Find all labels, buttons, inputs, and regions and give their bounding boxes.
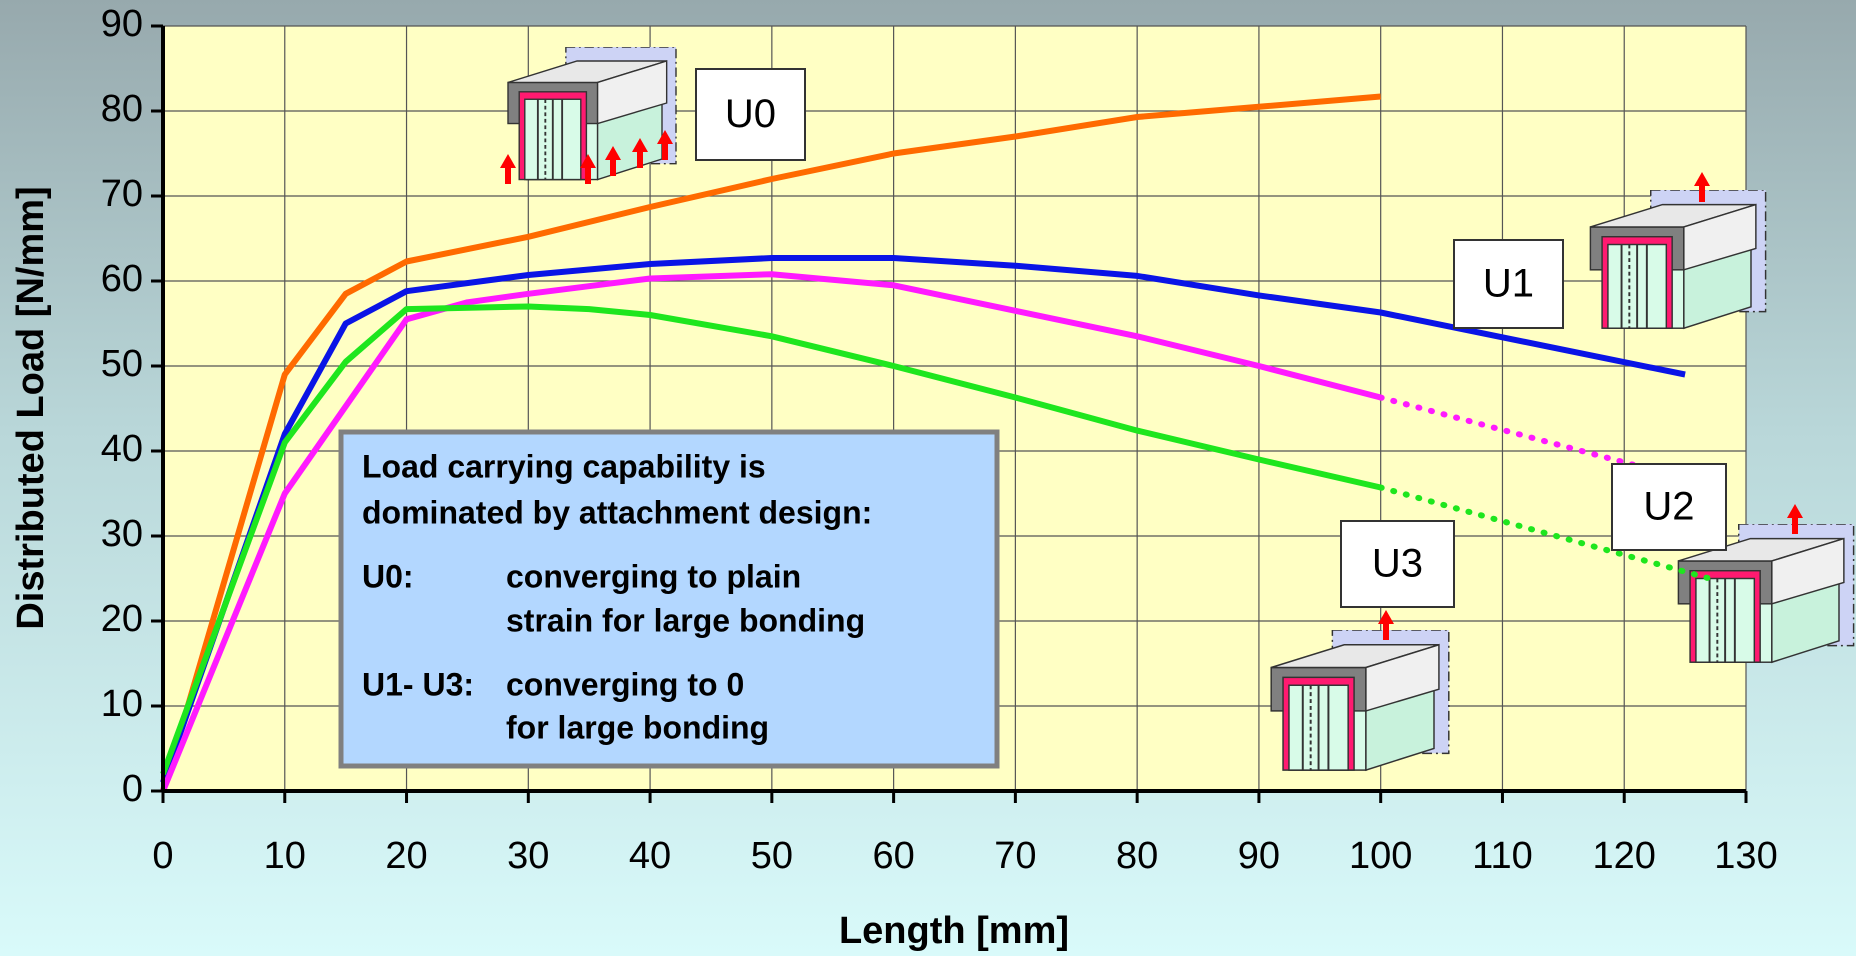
series-label: U0	[725, 92, 776, 136]
y-tick-label: 10	[101, 683, 143, 725]
annotation-text: for large bonding	[506, 709, 769, 745]
x-tick-label: 90	[1238, 835, 1280, 877]
x-tick-label: 10	[264, 835, 306, 877]
y-tick-label: 90	[101, 3, 143, 45]
y-axis-title: Distributed Load [N/mm]	[10, 186, 52, 629]
annotation-text: U1- U3:	[362, 666, 474, 702]
x-tick-label: 60	[872, 835, 914, 877]
x-tick-label: 120	[1593, 835, 1656, 877]
y-tick-label: 0	[122, 768, 143, 810]
x-tick-label: 100	[1349, 835, 1412, 877]
series-label: U1	[1483, 262, 1534, 306]
annotation-text: U0:	[362, 558, 414, 594]
x-tick-label: 130	[1714, 835, 1777, 877]
y-tick-label: 50	[101, 343, 143, 385]
x-tick-label: 70	[994, 835, 1036, 877]
y-tick-label: 30	[101, 513, 143, 555]
annotation-text: converging to plain	[506, 558, 801, 594]
x-tick-label: 0	[152, 835, 173, 877]
series-label: U3	[1372, 542, 1423, 586]
annotation-text: converging to 0	[506, 666, 744, 702]
y-tick-label: 20	[101, 598, 143, 640]
annotation-text: strain for large bonding	[506, 602, 865, 638]
annotation-text: dominated by attachment design:	[362, 494, 872, 530]
y-tick-label: 70	[101, 173, 143, 215]
x-tick-label: 110	[1472, 835, 1533, 877]
chart: 0 10 20 30 40 50 60 70 80 90 100 110 120 130 0 10 20 30 40…	[0, 0, 1856, 956]
y-tick-label: 80	[101, 88, 143, 130]
series-label: U2	[1643, 485, 1694, 529]
x-axis-title: Length [mm]	[839, 910, 1069, 952]
annotation-text: Load carrying capability is	[362, 448, 766, 484]
x-tick-label: 80	[1116, 835, 1158, 877]
x-tick-label: 30	[507, 835, 549, 877]
y-tick-label: 60	[101, 258, 143, 300]
x-tick-label: 40	[629, 835, 671, 877]
y-tick-label: 40	[101, 428, 143, 470]
x-tick-label: 20	[385, 835, 427, 877]
x-tick-label: 50	[751, 835, 793, 877]
